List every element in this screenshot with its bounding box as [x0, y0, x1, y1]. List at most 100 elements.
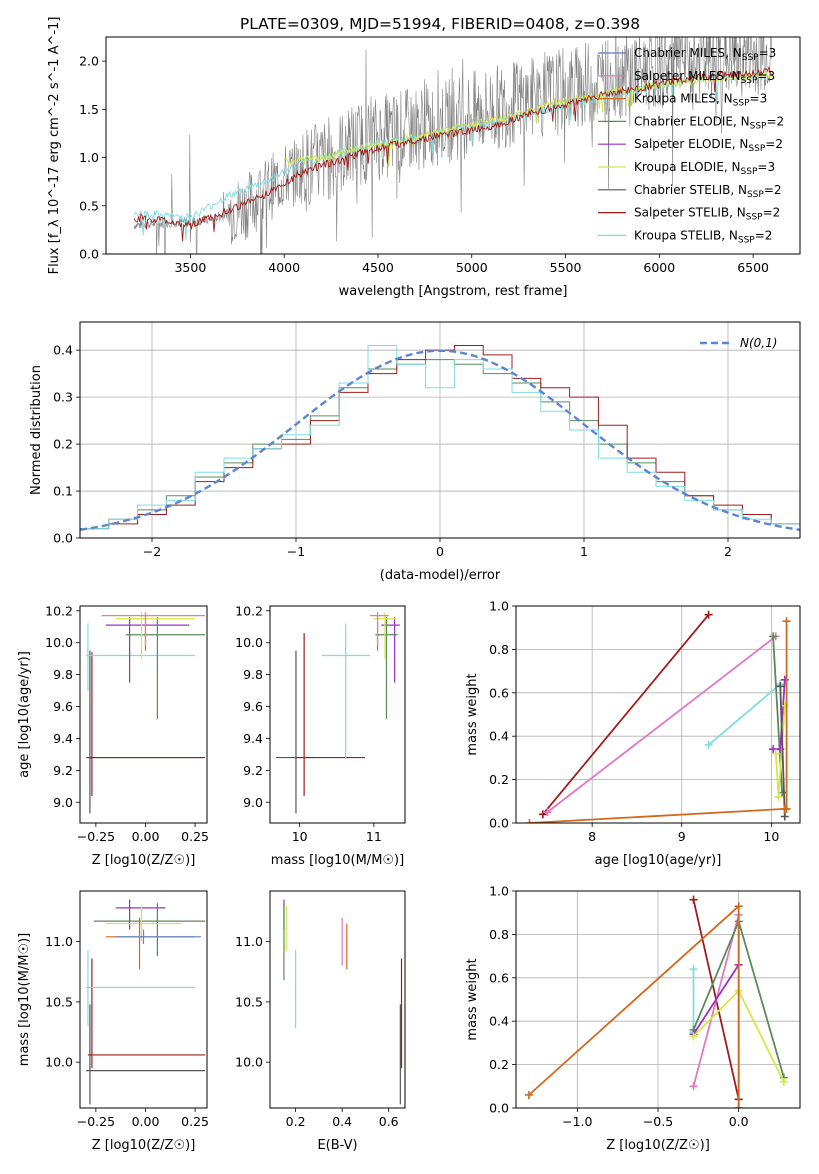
panel-age_vs_mass: 10 11 9.0 9.2 9.4 9.6 9.8 10.0 10.2 mass [log10(M… — [235, 603, 406, 868]
plus-marker — [704, 610, 713, 619]
axes-frame — [79, 890, 208, 1109]
y-tick-label: 10.5 — [45, 994, 73, 1009]
gaussian-curve — [80, 349, 800, 531]
plus-marker — [780, 675, 789, 684]
plot-area — [275, 612, 400, 814]
y-axis-label: mass [log10(M/M☉)] — [17, 933, 32, 1066]
y-tick-label: 0.3 — [53, 390, 73, 405]
weight-line — [708, 683, 781, 746]
plus-marker — [734, 902, 743, 911]
y-tick-label: 10.2 — [45, 603, 73, 618]
y-tick-label: 2.0 — [79, 54, 99, 69]
x-tick-label: 4500 — [362, 260, 394, 275]
y-tick-label: 0.5 — [79, 198, 99, 213]
y-tick-label: 9.4 — [243, 731, 263, 746]
x-tick-label: 5500 — [550, 260, 582, 275]
plus-marker — [704, 740, 713, 749]
weight-line — [542, 614, 710, 815]
panel-mass_vs_EBV: 0.2 0.4 0.6 10.0 10.5 11.0 E(B-V) — [235, 890, 406, 1153]
x-tick-label: −1.0 — [562, 1114, 592, 1129]
x-tick-label: 8 — [588, 829, 596, 844]
x-axis-label: E(B-V) — [317, 1138, 357, 1153]
weight-line — [692, 964, 740, 1035]
plus-marker — [538, 810, 547, 819]
y-axis-label: mass weight — [465, 673, 480, 755]
spectrum-line — [133, 65, 772, 242]
x-tick-label: 11 — [366, 829, 382, 844]
plus-marker — [771, 749, 780, 758]
x-axis-label: Z [log10(Z/Z☉)] — [92, 1138, 196, 1153]
plus-marker — [779, 1077, 788, 1086]
figure-title: PLATE=0309, MJD=51994, FIBERID=0408, z=0… — [240, 15, 640, 33]
plus-marker — [769, 745, 778, 754]
y-tick-label: 10.0 — [45, 1055, 73, 1070]
plus-marker — [689, 965, 698, 974]
y-tick-label: 11.0 — [45, 934, 73, 949]
x-tick-label: 0.00 — [132, 1114, 160, 1129]
plus-marker — [525, 819, 534, 823]
axes-frame — [105, 36, 801, 255]
plus-marker — [782, 617, 791, 626]
spectrum-line — [283, 70, 772, 167]
x-tick-label: 0.25 — [181, 1114, 209, 1129]
histogram-step — [80, 359, 800, 530]
x-tick-label: 2 — [724, 544, 732, 559]
x-tick-label: 6000 — [643, 260, 675, 275]
x-tick-label: −0.25 — [77, 829, 115, 844]
legend-label: N(0,1) — [740, 336, 777, 350]
plus-marker — [689, 895, 698, 904]
y-tick-label: 0.0 — [489, 816, 509, 831]
plot-area — [85, 612, 206, 814]
panel-massweight_vs_age: 8 9 10 0.0 0.2 0.4 0.6 0.8 1.0 age [log10(age/yr)… — [465, 599, 801, 868]
x-tick-label: −0.5 — [643, 1114, 673, 1129]
y-tick-label: 0.6 — [489, 970, 509, 985]
weight-line — [546, 635, 777, 813]
weight-line — [779, 686, 786, 817]
panel-mass_vs_Z: −0.25 0.00 0.25 10.0 10.5 11.0 Z [log10(Z/Z☉)]… — [17, 890, 209, 1153]
y-axis-label: Normed distribution — [29, 365, 44, 495]
x-tick-label: 0.2 — [286, 1114, 306, 1129]
y-tick-label: 10.0 — [235, 635, 263, 650]
x-axis-label: wavelength [Angstrom, rest frame] — [339, 284, 568, 299]
axes-frame — [79, 605, 208, 824]
y-tick-label: 1.5 — [79, 102, 99, 117]
histogram-step — [80, 344, 800, 530]
plot-area — [80, 344, 800, 531]
y-tick-label: 0.1 — [53, 484, 73, 499]
legend-label: Chabrier STELIB, NSSP=2 — [634, 183, 782, 200]
y-tick-label: 9.0 — [53, 795, 73, 810]
legend-label: Salpeter ELODIE, NSSP=2 — [634, 137, 783, 154]
plot-area — [524, 895, 788, 1108]
x-tick-label: 0.6 — [379, 1114, 399, 1129]
plus-marker — [774, 792, 783, 801]
weight-line — [528, 904, 740, 1108]
plus-marker — [769, 632, 778, 641]
y-tick-label: 9.0 — [243, 795, 263, 810]
y-tick-label: 0.2 — [53, 437, 73, 452]
weight-line — [529, 621, 788, 823]
x-tick-label: 10 — [292, 829, 308, 844]
plus-marker — [543, 808, 552, 817]
panels-layer: 3500 4000 4500 5000 5500 6000 6500 0.0 0.5 1.0 1.5… — [17, 17, 801, 1153]
legend-label: Kroupa STELIB, NSSP=2 — [634, 228, 772, 245]
x-tick-label: −1 — [287, 544, 305, 559]
plus-marker — [524, 1090, 533, 1099]
x-tick-label: 1 — [580, 544, 588, 559]
x-axis-label: mass [log10(M/M☉)] — [271, 853, 404, 868]
y-tick-label: 0.4 — [489, 729, 509, 744]
x-tick-label: 0.00 — [132, 829, 160, 844]
y-tick-label: 0.0 — [79, 247, 99, 262]
y-tick-label: 0.4 — [489, 1014, 509, 1029]
y-tick-label: 9.2 — [53, 763, 73, 778]
plus-marker — [689, 1082, 698, 1091]
y-axis-label: age [log10(age/yr)] — [17, 651, 32, 778]
plus-marker — [689, 1032, 698, 1041]
legend-label: Kroupa MILES, NSSP=3 — [634, 92, 767, 109]
y-tick-label: 0.0 — [489, 1101, 509, 1116]
x-tick-label: 10 — [763, 829, 779, 844]
legend-label: Salpeter MILES, NSSP=3 — [634, 69, 775, 86]
panel-age_vs_Z: −0.25 0.00 0.25 9.0 9.2 9.4 9.6 9.8 10.0 10.2 Z [l… — [17, 603, 209, 868]
axes-frame — [79, 321, 801, 539]
y-tick-label: 10.0 — [45, 635, 73, 650]
